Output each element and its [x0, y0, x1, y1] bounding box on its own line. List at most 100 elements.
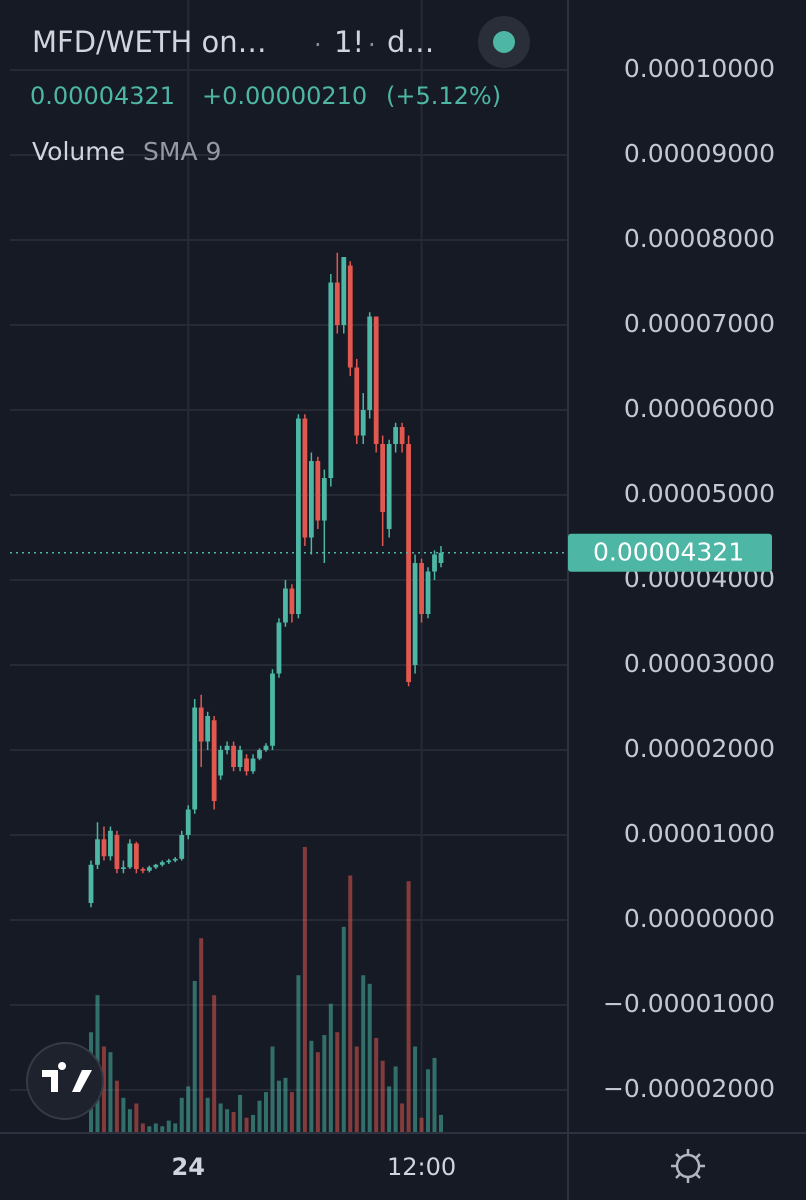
- candle-body: [108, 830, 113, 857]
- candle-body: [121, 867, 126, 870]
- volume-bar: [348, 875, 353, 1132]
- candle-body: [263, 745, 269, 751]
- volume-bar: [374, 1037, 379, 1132]
- candle-body: [399, 427, 405, 445]
- y-tick-label: 0.00005000: [624, 479, 775, 508]
- y-tick-label: 0.00010000: [624, 54, 775, 83]
- candle-body: [289, 588, 295, 615]
- candle-body: [172, 858, 178, 861]
- candle-body: [185, 809, 191, 836]
- volume-bar: [361, 975, 366, 1132]
- volume-bar: [335, 1032, 340, 1132]
- volume-bar: [296, 975, 301, 1132]
- volume-bar: [309, 1040, 314, 1132]
- indicator-name[interactable]: Volume: [32, 137, 125, 166]
- volume-bar: [153, 1123, 158, 1132]
- volume-bar: [225, 1109, 230, 1132]
- volume-bar: [439, 1114, 443, 1132]
- candle-body: [244, 758, 249, 772]
- candle-body: [250, 758, 256, 772]
- volume-bar: [192, 980, 197, 1132]
- y-tick-label: 0.00007000: [624, 309, 775, 338]
- volume-bar: [380, 1060, 385, 1132]
- candle-body: [211, 720, 217, 802]
- volume-bar: [108, 1052, 113, 1132]
- volume-bar: [315, 1052, 320, 1132]
- volume-bar: [140, 1123, 145, 1132]
- y-tick-label: 0.00008000: [624, 224, 775, 253]
- price: 0.00004321: [30, 82, 175, 110]
- exchange[interactable]: d…: [387, 25, 434, 59]
- y-tick-label: 0.00006000: [624, 394, 775, 423]
- candle-body: [198, 707, 204, 742]
- logo-mark: [42, 1062, 92, 1092]
- candle-body: [354, 367, 360, 436]
- volume-bar: [114, 1080, 119, 1132]
- candle-body: [101, 839, 107, 857]
- separator: ·: [368, 31, 376, 59]
- volume-bar: [244, 1117, 249, 1132]
- y-tick-label: −0.00001000: [603, 989, 775, 1018]
- volume-bar: [160, 1126, 165, 1132]
- candle-body: [321, 478, 327, 521]
- candle-body: [192, 707, 198, 810]
- volume-bar: [413, 1046, 418, 1132]
- candle-body: [127, 843, 133, 868]
- volume-bar: [393, 1066, 398, 1132]
- candle-body: [373, 316, 379, 445]
- y-tick-label: −0.00002000: [603, 1074, 775, 1103]
- volume-bar: [302, 847, 307, 1132]
- candle-body: [179, 835, 185, 859]
- candle-body: [419, 563, 424, 615]
- candle-layer: [10, 252, 568, 908]
- volume-bar: [173, 1123, 178, 1132]
- candle-body: [432, 554, 437, 572]
- volume-bar: [257, 1100, 262, 1132]
- candle-body: [308, 461, 314, 538]
- candle-body: [114, 835, 120, 870]
- gear-teeth: [671, 1149, 705, 1183]
- status-dot: [493, 31, 515, 53]
- candle-body: [224, 745, 230, 751]
- volume-bar: [341, 926, 346, 1132]
- volume-bar: [276, 1080, 281, 1132]
- candle-body: [438, 552, 444, 564]
- volume-bar: [289, 1092, 294, 1132]
- candle-body: [412, 563, 418, 666]
- axis-layer: 0.00010000 0.00009000 0.00008000 0.00007000…: [172, 54, 775, 1181]
- candle-body: [347, 265, 353, 368]
- tv-logo[interactable]: [26, 1042, 104, 1120]
- candle-body: [328, 282, 334, 479]
- volume-bar: [283, 1077, 288, 1132]
- volume-bar: [231, 1112, 236, 1132]
- volume-bar: [264, 1092, 268, 1132]
- candle-body: [425, 571, 431, 615]
- volume-bar: [127, 1109, 132, 1132]
- volume-bar: [218, 1103, 223, 1132]
- grid: [10, 0, 568, 1132]
- candle-body: [133, 843, 139, 870]
- candle-body: [237, 750, 243, 768]
- y-tick-label: 0.00002000: [624, 734, 775, 763]
- settings[interactable]: [671, 1149, 705, 1183]
- logo-bg[interactable]: [26, 1042, 104, 1120]
- candle-body: [95, 839, 100, 865]
- candle-body: [146, 867, 152, 871]
- y-tick-label: 0.00000000: [624, 904, 775, 933]
- volume-bar: [238, 1094, 243, 1132]
- volume-bar: [121, 1097, 126, 1132]
- symbol[interactable]: MFD/WETH on…: [32, 25, 267, 59]
- change: +0.00000210: [202, 82, 367, 110]
- volume-bar: [322, 1035, 327, 1132]
- candle-body: [153, 864, 159, 868]
- interval[interactable]: 1!: [334, 25, 364, 59]
- volume-bar: [354, 1046, 359, 1132]
- volume-bar: [270, 1046, 275, 1132]
- candle-body: [257, 750, 262, 759]
- volume-bar: [367, 983, 372, 1132]
- candle-body: [341, 257, 347, 326]
- volume-bar: [328, 1003, 333, 1132]
- volume-bar: [400, 1103, 405, 1132]
